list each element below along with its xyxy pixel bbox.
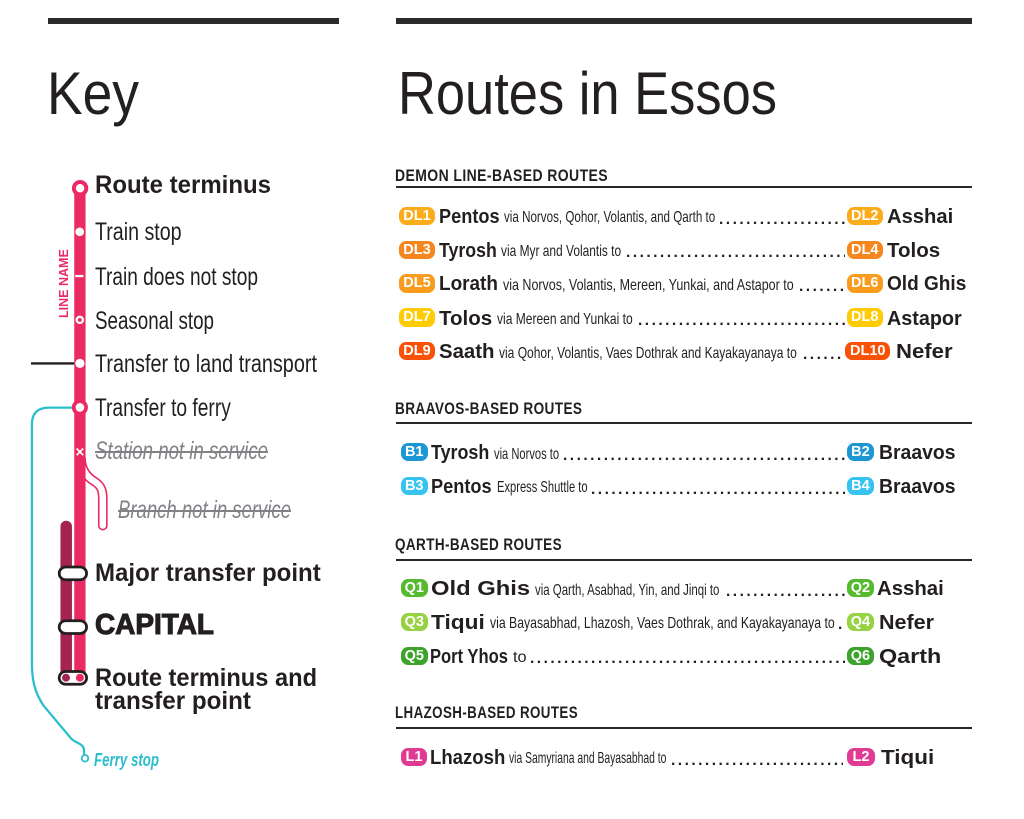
svg-text:LINE NAME: LINE NAME bbox=[57, 248, 71, 318]
